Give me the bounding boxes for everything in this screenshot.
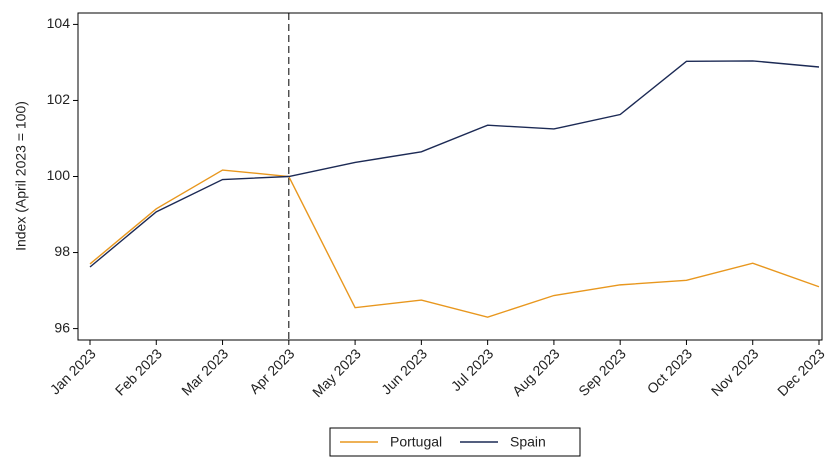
x-tick-label: Mar 2023 bbox=[178, 345, 231, 398]
x-tick-label: Nov 2023 bbox=[708, 345, 762, 399]
x-tick-label: Jun 2023 bbox=[378, 345, 430, 397]
x-tick-label: Aug 2023 bbox=[509, 345, 563, 399]
legend-label: Portugal bbox=[390, 434, 442, 450]
x-tick-label: Oct 2023 bbox=[644, 345, 696, 397]
series-line bbox=[89, 169, 820, 318]
y-tick-label: 98 bbox=[54, 243, 70, 259]
y-axis-label: Index (April 2023 = 100) bbox=[13, 101, 29, 251]
x-tick-label: Jan 2023 bbox=[47, 345, 99, 397]
x-tick-label: May 2023 bbox=[309, 345, 364, 400]
y-tick-label: 100 bbox=[47, 167, 71, 183]
x-tick-label: Dec 2023 bbox=[774, 345, 825, 399]
legend-label: Spain bbox=[510, 434, 546, 450]
y-tick-label: 102 bbox=[47, 91, 71, 107]
y-tick-label: 104 bbox=[47, 15, 71, 31]
x-tick-label: Sep 2023 bbox=[575, 345, 629, 399]
x-tick-label: Feb 2023 bbox=[112, 345, 165, 398]
x-tick-label: Apr 2023 bbox=[246, 345, 298, 397]
y-tick-label: 96 bbox=[54, 319, 70, 335]
plot-frame bbox=[77, 12, 823, 341]
series-line bbox=[89, 60, 820, 268]
x-tick-label: Jul 2023 bbox=[448, 345, 497, 394]
